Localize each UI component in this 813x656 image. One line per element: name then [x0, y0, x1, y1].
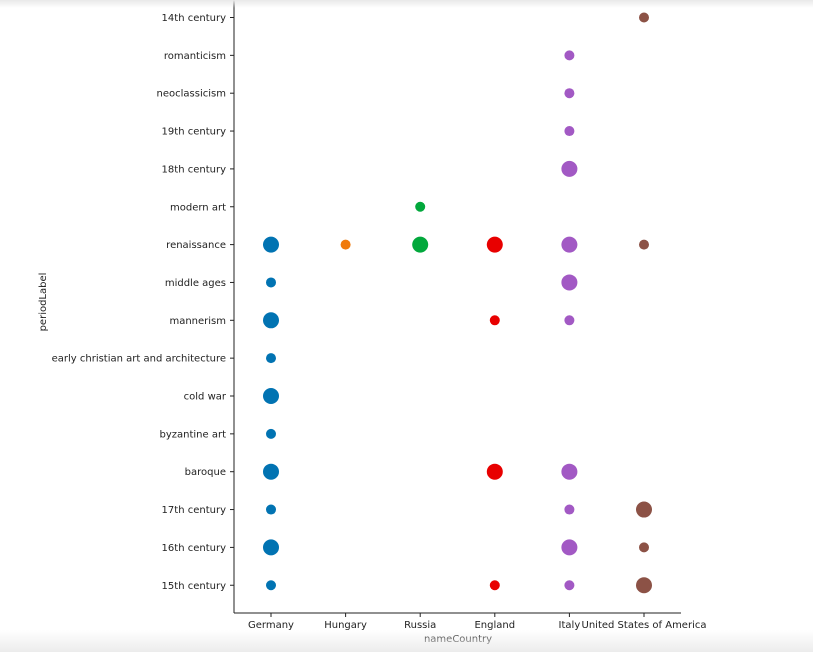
x-tick-label: Hungary — [324, 620, 367, 631]
y-tick-label: 16th century — [162, 543, 227, 554]
y-tick-label: mannerism — [169, 316, 226, 327]
data-point — [564, 126, 575, 137]
data-point — [340, 239, 351, 250]
data-point — [561, 160, 578, 177]
x-tick-label: Russia — [404, 620, 436, 631]
data-point — [263, 388, 279, 404]
axes — [233, 0, 681, 614]
data-point — [266, 504, 276, 515]
x-tick-label: Italy — [559, 620, 581, 631]
data-point — [266, 277, 276, 288]
data-point — [263, 312, 279, 329]
data-point — [564, 580, 575, 591]
data-point — [636, 501, 652, 518]
y-tick-label: 14th century — [162, 13, 227, 24]
y-tick-label: 19th century — [162, 127, 227, 138]
data-point — [266, 580, 276, 591]
y-tick-label: 15th century — [162, 581, 227, 592]
data-point — [639, 239, 649, 250]
data-point — [266, 353, 276, 364]
y-tick-label: modern art — [170, 202, 226, 213]
data-point — [639, 12, 649, 23]
bottom-edge-shadow — [0, 630, 813, 652]
y-tick-label: cold war — [184, 392, 227, 403]
y-tick-label: neoclassicism — [157, 89, 226, 100]
x-axis-ticks: Germany Hungary Russia England Italy United S… — [248, 613, 706, 631]
data-point — [415, 201, 426, 212]
data-point — [489, 315, 500, 326]
data-point — [564, 50, 575, 61]
data-point — [263, 236, 279, 253]
data-point — [639, 542, 649, 553]
data-point — [263, 463, 279, 480]
data-point — [564, 315, 575, 326]
data-point — [486, 236, 503, 253]
data-point — [561, 463, 578, 480]
data-point — [263, 539, 279, 556]
data-point — [486, 463, 503, 480]
data-point — [561, 236, 578, 253]
data-point — [412, 236, 429, 253]
y-tick-label: middle ages — [165, 278, 226, 289]
x-tick-label: England — [474, 620, 515, 631]
y-tick-label: romanticism — [164, 51, 226, 62]
data-point — [636, 577, 652, 594]
y-axis-ticks: 14th century romanticism neoclassicism 19th… — [52, 13, 234, 592]
y-tick-label: byzantine art — [159, 429, 226, 440]
y-tick-label: early christian art and architecture — [52, 354, 226, 365]
data-points — [263, 12, 652, 594]
data-point — [489, 580, 500, 591]
y-tick-label: 18th century — [162, 164, 227, 175]
x-tick-label: United States of America — [582, 620, 707, 631]
data-point — [266, 428, 276, 439]
data-point — [561, 539, 578, 556]
data-point — [564, 88, 575, 99]
y-tick-label: renaissance — [166, 240, 226, 251]
y-tick-label: 17th century — [162, 505, 227, 516]
top-edge-shadow — [0, 0, 813, 8]
y-axis-label: periodLabel — [38, 273, 49, 332]
data-point — [561, 274, 578, 291]
x-tick-label: Germany — [248, 620, 294, 631]
data-point — [564, 504, 575, 515]
y-tick-label: baroque — [185, 467, 226, 478]
